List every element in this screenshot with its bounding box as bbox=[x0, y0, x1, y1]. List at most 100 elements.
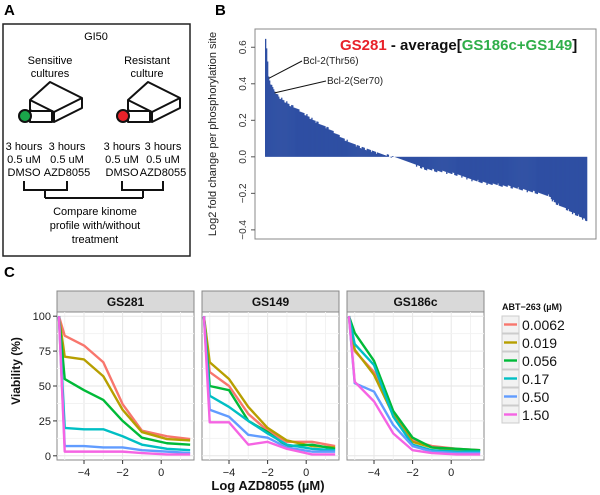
bar bbox=[455, 156, 457, 176]
bar bbox=[406, 156, 409, 162]
bar bbox=[539, 156, 542, 194]
y-tick-label: 75 bbox=[39, 346, 51, 358]
bar bbox=[330, 130, 332, 157]
bar bbox=[410, 156, 413, 164]
bar bbox=[422, 156, 425, 168]
y-axis: −0.4 −0.2 0.0 0.2 0.4 0.6 bbox=[238, 40, 255, 240]
bar bbox=[331, 130, 333, 157]
bar bbox=[320, 124, 322, 157]
panel-label-a: A bbox=[4, 2, 15, 19]
bar bbox=[354, 144, 356, 157]
bar bbox=[533, 156, 535, 192]
bar bbox=[453, 156, 455, 173]
bar bbox=[459, 156, 461, 176]
comparison-brackets bbox=[23, 181, 164, 199]
resistant-indicator-dot bbox=[116, 109, 130, 123]
bar bbox=[329, 129, 331, 157]
bar bbox=[400, 156, 403, 160]
bar bbox=[276, 94, 278, 157]
bar bbox=[466, 156, 468, 180]
treatment-label: 3 hours bbox=[104, 141, 141, 153]
bar bbox=[490, 156, 492, 185]
bar bbox=[452, 156, 454, 173]
bar bbox=[281, 97, 283, 157]
bar bbox=[573, 156, 576, 214]
bar bbox=[296, 108, 298, 157]
bar bbox=[415, 156, 418, 167]
bar bbox=[543, 156, 546, 195]
bar bbox=[346, 139, 348, 157]
bar bbox=[563, 156, 566, 208]
x-tick-label: 0 bbox=[158, 467, 164, 479]
bar bbox=[426, 156, 428, 171]
bar bbox=[438, 156, 440, 172]
bar bbox=[553, 156, 556, 203]
bar bbox=[555, 156, 558, 205]
series-line-0.17 bbox=[57, 316, 191, 452]
bar bbox=[282, 99, 284, 157]
bar bbox=[495, 156, 497, 185]
bar bbox=[500, 156, 502, 187]
bar bbox=[295, 108, 297, 157]
treatment-label: 0.5 uM bbox=[146, 154, 180, 166]
bar bbox=[353, 144, 355, 157]
bar bbox=[325, 128, 327, 157]
bar bbox=[474, 156, 476, 181]
bar bbox=[359, 148, 361, 157]
facet-title: GS281 bbox=[107, 295, 145, 309]
bar bbox=[368, 149, 370, 157]
bar bbox=[383, 155, 386, 157]
bar bbox=[384, 155, 387, 157]
bar bbox=[407, 156, 410, 162]
panel-c-chart: GS281 −4 −2 0 0 25 50 75 100 GS149 −4 −2 0 GS186c −4 −2… bbox=[9, 290, 565, 493]
bar bbox=[365, 150, 367, 157]
bar bbox=[450, 156, 452, 174]
y-tick-label: 0.2 bbox=[238, 113, 249, 127]
bar bbox=[542, 156, 545, 195]
bar bbox=[328, 129, 330, 157]
bar bbox=[540, 156, 543, 194]
bar bbox=[567, 156, 570, 210]
bar bbox=[314, 120, 316, 157]
bar bbox=[487, 156, 489, 184]
bar bbox=[499, 156, 501, 187]
bar bbox=[503, 156, 505, 186]
bar bbox=[313, 120, 315, 157]
bar bbox=[515, 156, 517, 189]
bar bbox=[568, 156, 571, 212]
bar bbox=[494, 156, 496, 185]
bar bbox=[344, 140, 346, 157]
bar bbox=[271, 84, 273, 157]
bar bbox=[514, 156, 516, 188]
treatment-label: 3 hours bbox=[49, 141, 86, 153]
legend-entry: 0.0062 bbox=[522, 317, 565, 333]
bar bbox=[511, 156, 513, 189]
treatment-label: DMSO bbox=[8, 167, 41, 179]
bar bbox=[521, 156, 523, 191]
bar bbox=[508, 156, 510, 186]
bar bbox=[266, 48, 268, 157]
bar bbox=[312, 119, 314, 157]
bar bbox=[332, 130, 334, 157]
bar bbox=[327, 127, 329, 157]
bar bbox=[403, 156, 406, 161]
title-part: - average[ bbox=[387, 37, 462, 54]
panel-label-b: B bbox=[215, 2, 226, 19]
bar bbox=[440, 156, 442, 172]
bar bbox=[307, 116, 309, 157]
bar bbox=[463, 156, 465, 177]
bar bbox=[377, 152, 380, 157]
bar bbox=[556, 156, 559, 206]
bar bbox=[356, 145, 358, 157]
bar bbox=[457, 156, 459, 175]
legend-entry: 1.50 bbox=[522, 407, 549, 423]
bar bbox=[497, 156, 499, 184]
bar bbox=[277, 94, 279, 157]
y-tick-label: 0.4 bbox=[238, 76, 249, 90]
bar bbox=[386, 154, 389, 157]
resistant-flask-icon bbox=[116, 81, 181, 123]
bar bbox=[374, 151, 376, 157]
bar bbox=[562, 156, 565, 208]
resistant-label-1: Resistant bbox=[124, 55, 170, 67]
bar bbox=[301, 112, 303, 157]
